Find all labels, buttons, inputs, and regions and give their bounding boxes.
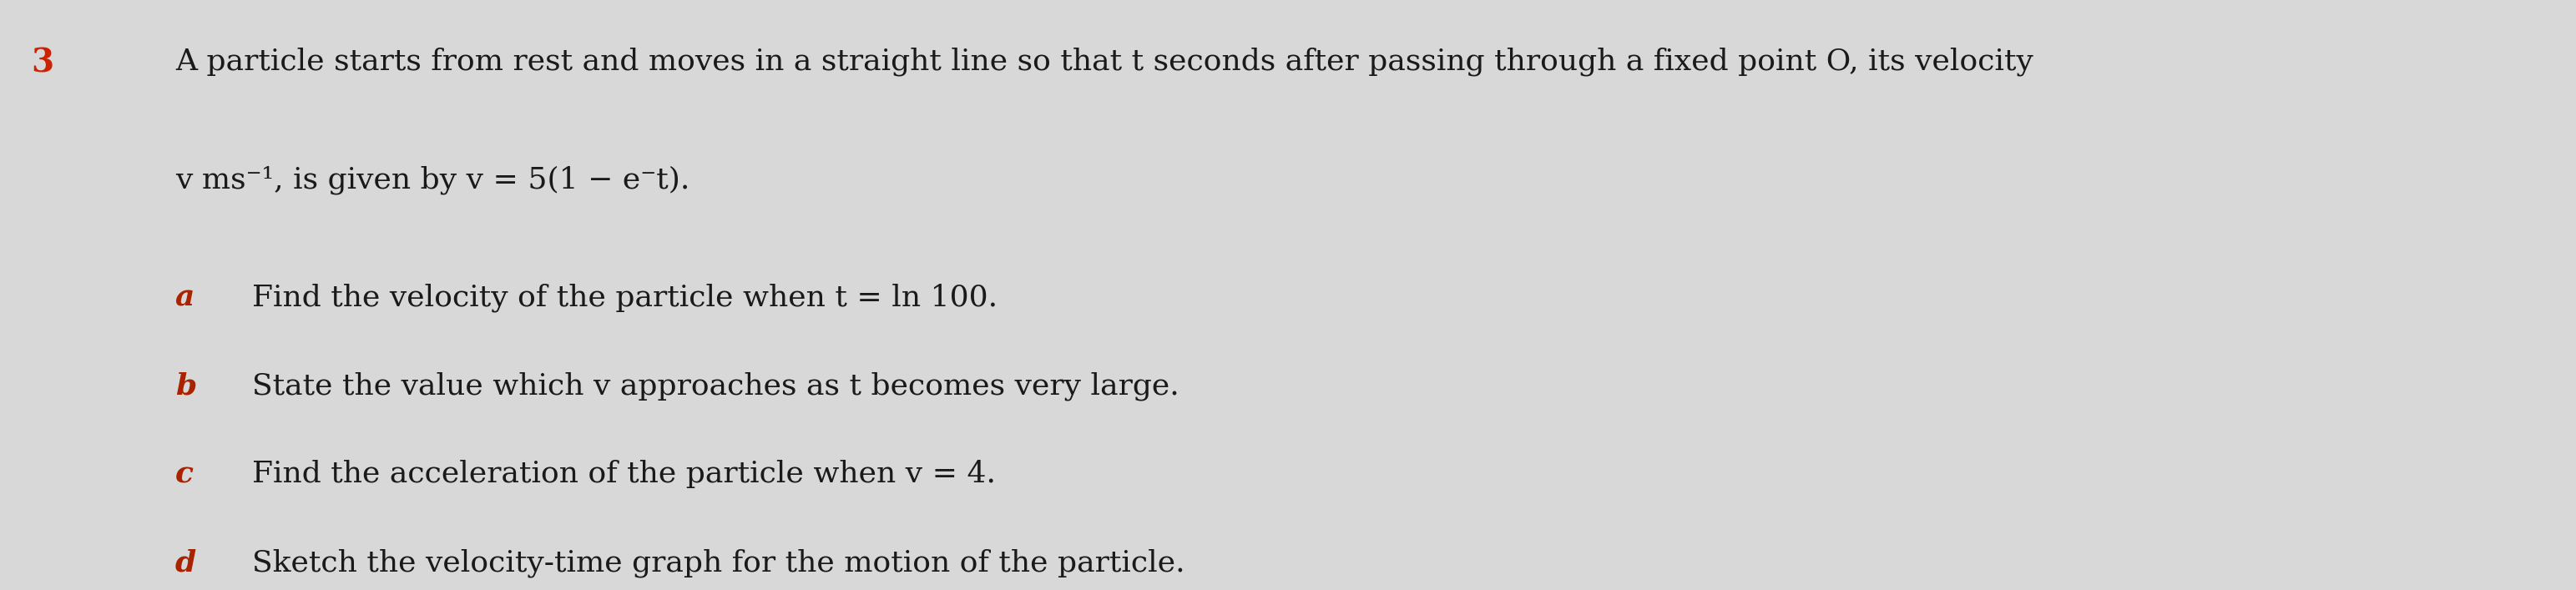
Text: State the value which v approaches as t becomes very large.: State the value which v approaches as t … — [252, 372, 1180, 401]
Text: A particle starts from rest and moves in a straight line so that t seconds after: A particle starts from rest and moves in… — [175, 47, 2032, 76]
Text: d: d — [175, 549, 196, 577]
Text: b: b — [175, 372, 196, 400]
Text: c: c — [175, 460, 193, 489]
Text: v ms⁻¹, is given by v = 5(1 − e⁻t).: v ms⁻¹, is given by v = 5(1 − e⁻t). — [175, 165, 690, 194]
Text: Find the acceleration of the particle when v = 4.: Find the acceleration of the particle wh… — [252, 460, 997, 489]
Text: a: a — [175, 283, 196, 312]
Text: Sketch the velocity-time graph for the motion of the particle.: Sketch the velocity-time graph for the m… — [252, 549, 1185, 578]
Text: Find the velocity of the particle when t = ln 100.: Find the velocity of the particle when t… — [252, 283, 997, 312]
Text: 3: 3 — [31, 47, 54, 79]
